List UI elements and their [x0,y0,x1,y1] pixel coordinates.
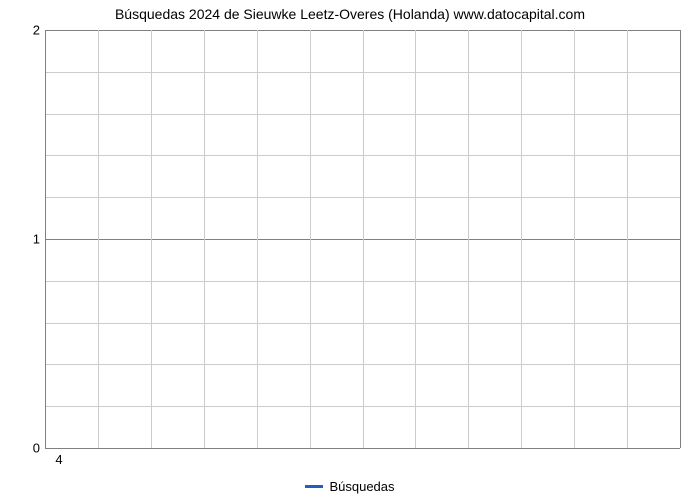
line-chart: Búsquedas 2024 de Sieuwke Leetz-Overes (… [0,0,700,500]
grid-minor-v [257,30,258,448]
y-tick-label: 1 [20,232,40,247]
grid-minor-v [468,30,469,448]
grid-minor-v [310,30,311,448]
grid-minor-v [204,30,205,448]
y-tick-label: 0 [20,441,40,456]
plot-border-v [45,30,46,448]
grid-minor-v [521,30,522,448]
grid-major-h [45,448,680,449]
plot-border-v [680,30,681,448]
grid-minor-v [627,30,628,448]
plot-area [45,30,680,448]
grid-minor-v [574,30,575,448]
legend: Búsquedas [0,478,700,494]
x-tick-label: 4 [55,452,62,467]
chart-title: Búsquedas 2024 de Sieuwke Leetz-Overes (… [0,6,700,22]
grid-minor-v [363,30,364,448]
grid-minor-v [415,30,416,448]
y-tick-label: 2 [20,23,40,38]
legend-label: Búsquedas [329,479,394,494]
legend-swatch [305,485,323,488]
grid-minor-v [151,30,152,448]
grid-minor-v [98,30,99,448]
